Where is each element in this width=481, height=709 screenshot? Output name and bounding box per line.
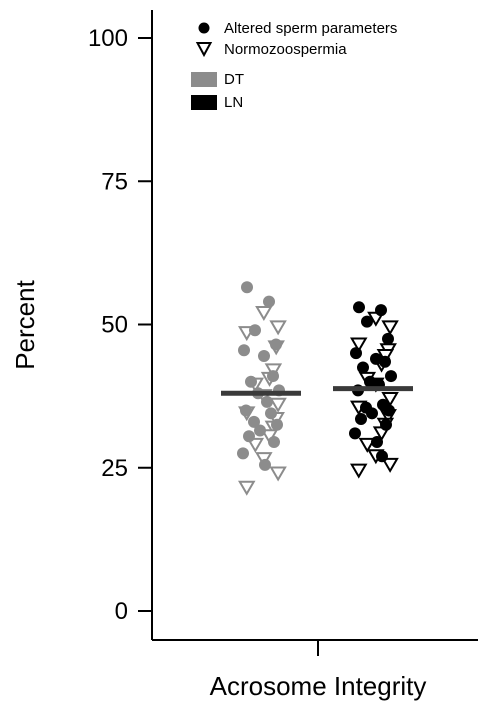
point-dt-altered [265, 407, 277, 420]
point-ln-altered [364, 375, 376, 388]
legend-label-normo: Normozoospermia [224, 41, 347, 58]
point-dt-altered [271, 418, 283, 431]
point-ln-altered [355, 413, 367, 426]
point-dt-altered [241, 281, 253, 294]
point-ln-altered [353, 301, 365, 314]
point-dt-altered [258, 350, 270, 363]
point-ln-altered [361, 315, 373, 328]
point-dt-altered [245, 375, 257, 388]
point-dt-altered [267, 370, 279, 383]
point-ln-altered [350, 347, 362, 360]
y-tick-label: 100 [88, 25, 128, 52]
point-dt-altered [237, 447, 249, 460]
point-dt-normozoospermia [255, 306, 273, 322]
point-dt-normozoospermia [269, 466, 287, 482]
point-dt-altered [263, 295, 275, 308]
point-dt-normozoospermia [269, 397, 287, 413]
legend-label-dt: DT [224, 71, 244, 88]
legend-filled-circle-icon [198, 22, 210, 34]
point-ln-altered [375, 304, 387, 317]
legend: Altered sperm parameters Normozoospermia… [191, 20, 397, 111]
point-dt-altered [243, 430, 255, 443]
legend-swatch-ln [191, 95, 217, 110]
point-ln-altered [371, 435, 383, 448]
mean-lines [221, 386, 413, 396]
legend-label-altered: Altered sperm parameters [224, 20, 397, 37]
point-dt-altered [240, 404, 252, 417]
y-tick-label: 25 [101, 455, 128, 482]
point-ln-normozoospermia [350, 463, 368, 479]
x-axis-title: Acrosome Integrity [210, 671, 427, 701]
y-axis-title: Percent [10, 279, 40, 369]
point-dt-altered [248, 415, 260, 428]
point-ln-normozoospermia [381, 457, 399, 473]
point-ln-normozoospermia [381, 391, 399, 407]
y-tick-label: 0 [115, 598, 128, 625]
point-ln-altered [376, 450, 388, 463]
point-dt-altered [259, 458, 271, 471]
point-ln-normozoospermia [381, 320, 399, 336]
point-ln-altered [370, 352, 382, 365]
point-dt-normozoospermia [246, 437, 265, 453]
legend-label-ln: LN [224, 94, 243, 111]
y-tick-label: 50 [101, 312, 128, 339]
point-dt-altered [249, 324, 261, 337]
point-ln-normozoospermia [350, 337, 368, 353]
point-ln-altered [382, 332, 394, 345]
point-dt-altered [268, 435, 280, 448]
point-ln-altered [379, 355, 391, 368]
point-dt-normozoospermia [269, 320, 287, 336]
point-ln-altered [349, 427, 361, 440]
point-ln-altered [366, 407, 378, 420]
point-dt-normozoospermia [238, 480, 256, 496]
point-ln-altered [380, 418, 392, 431]
y-tick-label: 75 [101, 168, 128, 195]
point-ln-altered [357, 361, 369, 374]
point-ln-altered [383, 404, 395, 417]
point-dt-altered [254, 424, 266, 437]
point-dt-altered [238, 344, 250, 357]
legend-swatch-dt [191, 72, 217, 87]
point-dt-altered [270, 338, 282, 351]
point-dt-altered [261, 395, 273, 408]
point-ln-altered [385, 370, 397, 383]
point-ln-normozoospermia [358, 437, 377, 453]
legend-open-triangle-icon [195, 42, 213, 58]
y-axis-ticks: 0 25 50 75 100 [88, 25, 152, 625]
